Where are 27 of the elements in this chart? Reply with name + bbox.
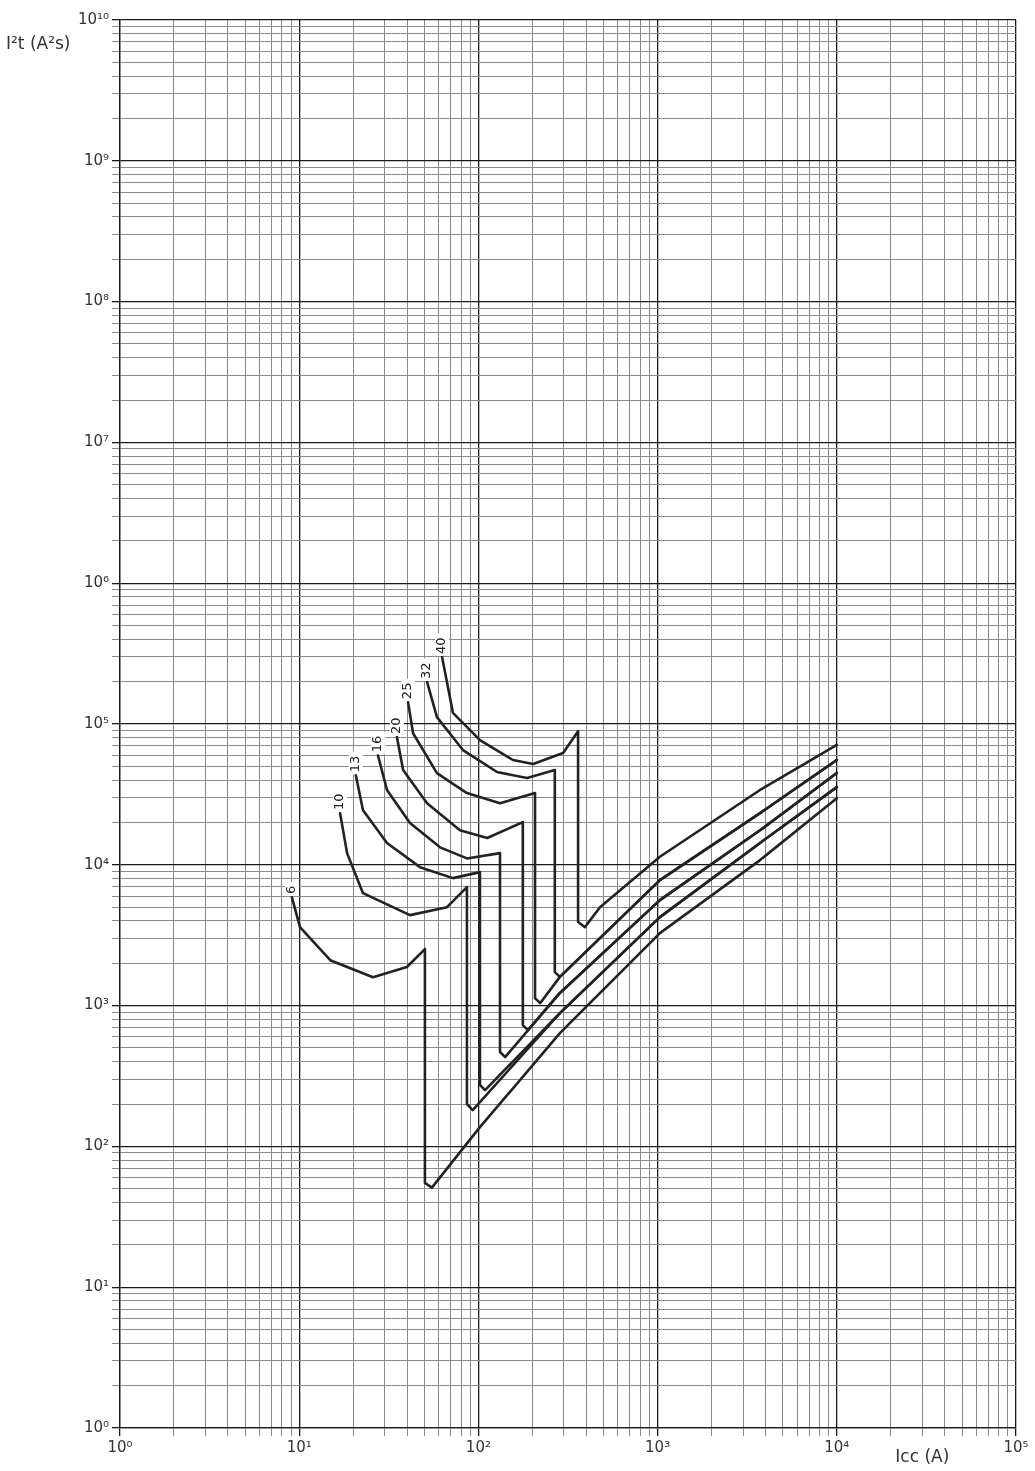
text: 40 xyxy=(433,637,449,655)
text: 6 xyxy=(283,885,299,895)
x-tick-label: 10⁴ xyxy=(824,1437,850,1456)
text: 10 xyxy=(331,793,347,811)
y-tick-label: 10⁷ xyxy=(83,432,109,451)
text: 13 xyxy=(347,755,363,773)
y-axis-title: I²t (A²s) xyxy=(6,33,71,54)
text: 20 xyxy=(388,717,404,734)
y-tick-label: 10⁰ xyxy=(83,1417,109,1436)
y-tick-label: 10⁴ xyxy=(83,854,109,873)
y-tick-label: 10⁹ xyxy=(83,150,109,169)
x-tick-label: 10³ xyxy=(645,1437,671,1456)
x-tick-label: 10¹ xyxy=(286,1437,312,1456)
y-tick-label: 10⁸ xyxy=(83,291,109,310)
text: 25 xyxy=(399,682,415,700)
y-tick-label: 10³ xyxy=(83,995,109,1014)
x-axis-title: Icc (A) xyxy=(895,1446,950,1467)
text: 16 xyxy=(369,735,385,753)
x-tick-label: 10⁰ xyxy=(107,1437,133,1456)
x-tick-label: 10⁵ xyxy=(1003,1437,1029,1456)
y-tick-label: 10⁵ xyxy=(83,713,109,732)
y-tick-label: 10⁶ xyxy=(83,573,109,592)
y-tick-label: 10¹⁰ xyxy=(77,9,109,28)
y-tick-label: 10¹ xyxy=(83,1277,109,1296)
text: 32 xyxy=(418,662,434,679)
y-tick-label: 10² xyxy=(83,1136,109,1155)
x-tick-label: 10² xyxy=(465,1437,491,1456)
